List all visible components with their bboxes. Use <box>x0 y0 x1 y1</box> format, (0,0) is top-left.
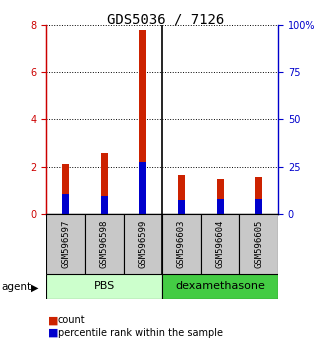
Text: ■: ■ <box>48 328 59 338</box>
Bar <box>216 199 224 214</box>
Text: GDS5036 / 7126: GDS5036 / 7126 <box>107 12 224 27</box>
Text: percentile rank within the sample: percentile rank within the sample <box>58 328 223 338</box>
Bar <box>162 274 278 299</box>
Bar <box>162 214 201 274</box>
Text: GSM596597: GSM596597 <box>61 220 70 268</box>
Bar <box>46 214 85 274</box>
Text: GSM596605: GSM596605 <box>254 220 263 268</box>
Text: PBS: PBS <box>94 281 115 291</box>
Text: GSM596598: GSM596598 <box>100 220 109 268</box>
Bar <box>62 165 69 214</box>
Bar <box>101 196 108 214</box>
Bar <box>139 162 146 214</box>
Text: GSM596599: GSM596599 <box>138 220 147 268</box>
Bar <box>178 200 185 214</box>
Bar <box>216 179 224 214</box>
Text: dexamethasone: dexamethasone <box>175 281 265 291</box>
Text: ■: ■ <box>48 315 59 325</box>
Bar <box>123 214 162 274</box>
Bar <box>255 177 262 214</box>
Bar <box>85 214 123 274</box>
Bar <box>62 194 69 214</box>
Bar <box>239 214 278 274</box>
Text: GSM596603: GSM596603 <box>177 220 186 268</box>
Bar <box>46 274 162 299</box>
Text: agent: agent <box>2 282 32 292</box>
Bar <box>255 199 262 214</box>
Bar <box>139 29 146 214</box>
Text: count: count <box>58 315 85 325</box>
Text: GSM596604: GSM596604 <box>215 220 225 268</box>
Bar <box>178 175 185 214</box>
Bar <box>101 153 108 214</box>
Text: ▶: ▶ <box>31 282 38 292</box>
Bar <box>201 214 239 274</box>
